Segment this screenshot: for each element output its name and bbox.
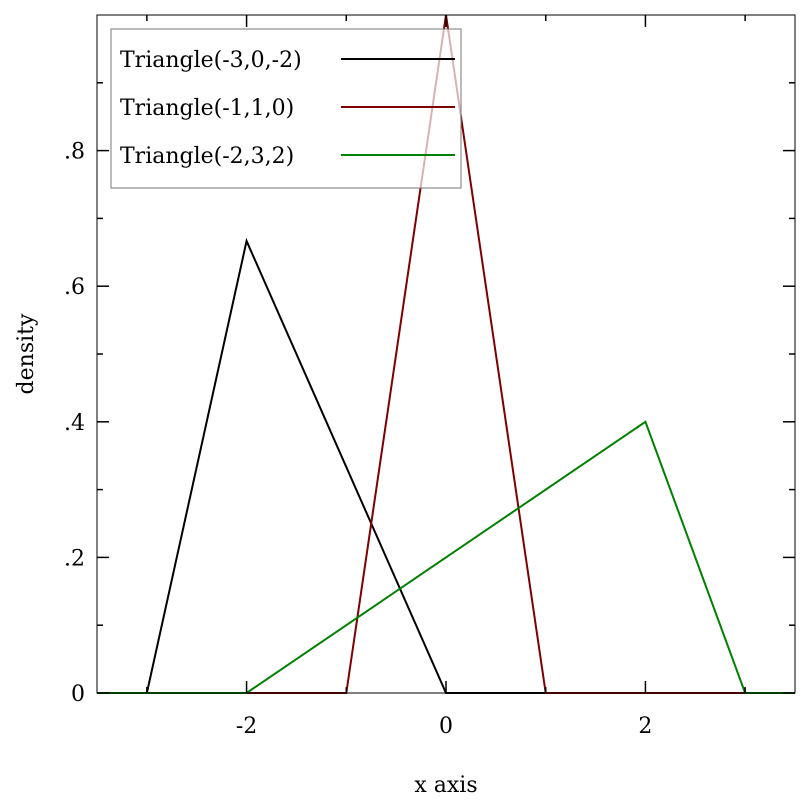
- y-tick-label: .4: [64, 411, 85, 436]
- legend-box: [110, 28, 462, 189]
- y-tick-label: 0: [71, 682, 85, 707]
- y-tick-label: .2: [64, 546, 85, 571]
- x-tick-label: 0: [439, 714, 453, 739]
- legend-label-2: Triangle(-1,1,0): [120, 96, 294, 121]
- x-tick-label: -2: [236, 714, 257, 739]
- x-tick-label: 2: [638, 714, 652, 739]
- legend-label-3: Triangle(-2,3,2): [120, 144, 294, 169]
- legend: Triangle(-3,0,-2) Triangle(-1,1,0) Triangl…: [110, 28, 462, 189]
- y-tick-label: .6: [64, 275, 85, 300]
- legend-entries: Triangle(-3,0,-2) Triangle(-1,1,0) Triangl…: [120, 48, 455, 169]
- y-tick-label: .8: [64, 140, 85, 165]
- tick-labels-layer: -2 0 2 0 .2 .4 .6 .8: [64, 140, 652, 739]
- y-axis-title: density: [14, 313, 39, 394]
- ticks-layer: [97, 15, 795, 694]
- series-line-1: [97, 237, 546, 694]
- series-line-3: [97, 420, 795, 694]
- x-axis-title: x axis: [414, 773, 477, 798]
- legend-label-1: Triangle(-3,0,-2): [120, 48, 302, 73]
